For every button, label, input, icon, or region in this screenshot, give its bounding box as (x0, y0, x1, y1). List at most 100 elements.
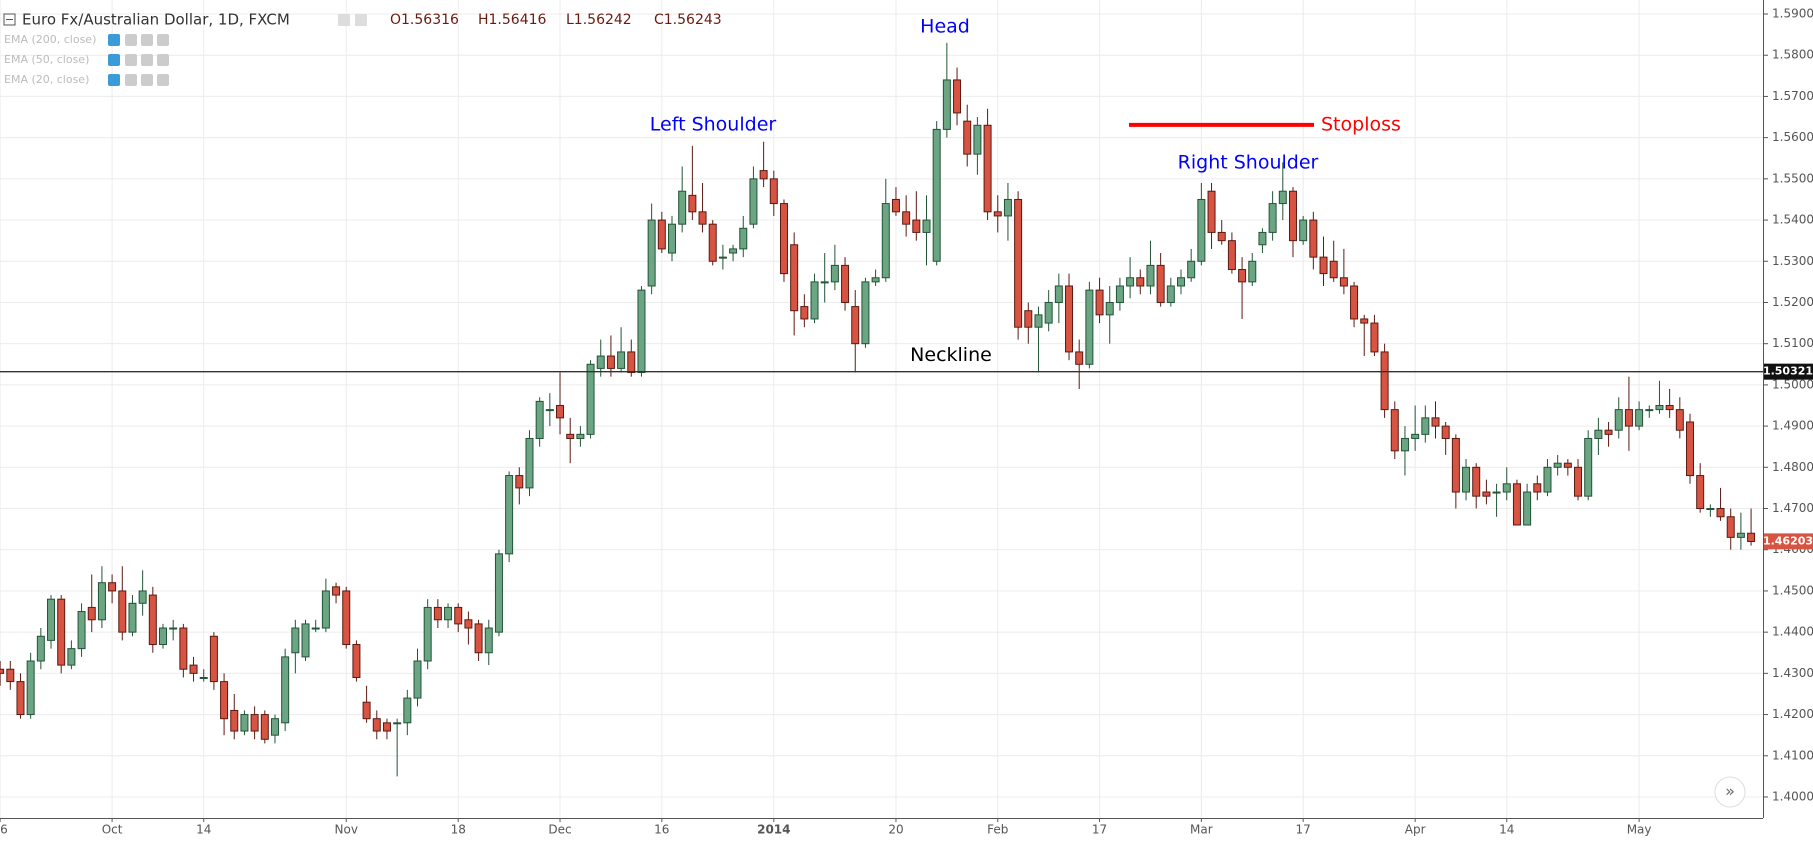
x-tick-label: 16 (654, 823, 669, 837)
candle-body (1065, 285, 1074, 353)
candle-body (321, 590, 330, 629)
indicator-eye[interactable] (108, 74, 120, 86)
candle-body (678, 190, 687, 225)
candle-body (332, 586, 341, 596)
y-tick-label: 1.57000 (1772, 89, 1813, 103)
candle-body (1197, 198, 1206, 262)
candle-body (1115, 285, 1124, 303)
candle-body (413, 660, 422, 699)
candle-body (1217, 231, 1226, 242)
y-tick-label: 1.50000 (1772, 377, 1813, 391)
candle-body (382, 722, 391, 732)
scroll-button[interactable] (1714, 776, 1746, 808)
ohlc-value: C1.56243 (654, 12, 722, 28)
candle-body (1370, 322, 1379, 353)
candle-body (138, 590, 147, 604)
candle-body (973, 124, 982, 155)
candle-body (1736, 532, 1745, 538)
candle-body (1716, 508, 1725, 518)
stoploss-label: Stoploss (1321, 113, 1401, 135)
candle-body (260, 714, 269, 740)
candle-body (97, 582, 106, 621)
candle-body (1034, 314, 1043, 328)
candle-body (362, 701, 371, 720)
annotation: Head (920, 16, 970, 38)
y-tick-label: 1.49000 (1772, 419, 1813, 433)
indicator-button[interactable] (141, 54, 153, 66)
candle-body (281, 656, 290, 724)
y-tick-label: 1.56000 (1772, 130, 1813, 144)
indicator-button[interactable] (125, 34, 137, 46)
candle-body (1044, 301, 1053, 324)
x-tick-label: 18 (451, 823, 466, 837)
candle-body (342, 590, 351, 646)
last-price-box (1764, 533, 1813, 550)
candle-body (77, 611, 86, 650)
candle-body (1319, 256, 1328, 275)
candle-body (148, 594, 157, 646)
header-icon[interactable] (355, 14, 367, 26)
indicator-eye[interactable] (108, 54, 120, 66)
candle-body (851, 306, 860, 345)
indicator-button[interactable] (157, 54, 169, 66)
candle-body (749, 178, 758, 225)
candle-body (423, 606, 432, 662)
candle-body (993, 211, 1002, 217)
candle-body (291, 627, 300, 654)
candle-body (1543, 466, 1552, 493)
candle-body (403, 697, 412, 724)
candle-body (942, 79, 951, 130)
candle-body (891, 198, 900, 213)
y-tick-label: 1.52000 (1772, 295, 1813, 309)
indicator-button[interactable] (157, 74, 169, 86)
candle-body (515, 475, 524, 489)
indicator-button[interactable] (141, 34, 153, 46)
candle-body (301, 623, 310, 658)
candle-body (6, 668, 15, 683)
indicator-button[interactable] (141, 74, 153, 86)
candle-body (1299, 219, 1308, 242)
candle-body (16, 681, 25, 716)
scroll-icon: » (1725, 782, 1735, 801)
candle-body (220, 681, 229, 720)
candle-body (47, 598, 56, 641)
candle-body (1095, 289, 1104, 316)
candle-body (1472, 466, 1481, 497)
candle-body (1238, 269, 1247, 283)
candle-body (1177, 277, 1185, 287)
candle-body (1645, 409, 1654, 412)
candle-body (270, 718, 279, 736)
indicator-button[interactable] (125, 74, 137, 86)
candle-body (189, 664, 198, 674)
candle-body (1451, 437, 1460, 493)
candle-body (1482, 491, 1491, 497)
collapse-icon[interactable] (3, 13, 16, 26)
candle-body (1248, 260, 1257, 283)
y-tick-label: 1.55000 (1772, 171, 1813, 185)
candle-body (1258, 231, 1267, 246)
candle-body (688, 194, 697, 213)
candle-body (1014, 198, 1023, 328)
candle-body (159, 627, 167, 646)
indicator-button[interactable] (157, 34, 169, 46)
candle-body (830, 264, 839, 283)
candle-body (1675, 409, 1684, 431)
indicator-button[interactable] (125, 54, 137, 66)
candle-body (393, 722, 402, 725)
candle-body (525, 437, 534, 489)
candle-body (1288, 190, 1297, 242)
candle-body (128, 602, 137, 633)
candle-body (1146, 264, 1155, 287)
header-icon[interactable] (338, 14, 350, 26)
candle-body (1584, 437, 1593, 497)
candle-body (87, 606, 96, 621)
indicator-eye[interactable] (108, 34, 120, 46)
candles (0, 42, 1756, 777)
candle-body (1604, 429, 1613, 435)
candle-body (779, 203, 788, 275)
candle-body (1502, 483, 1511, 493)
indicator-label: EMA (20, close) (4, 73, 89, 86)
candle-body (922, 219, 931, 233)
candle-body (606, 355, 615, 369)
